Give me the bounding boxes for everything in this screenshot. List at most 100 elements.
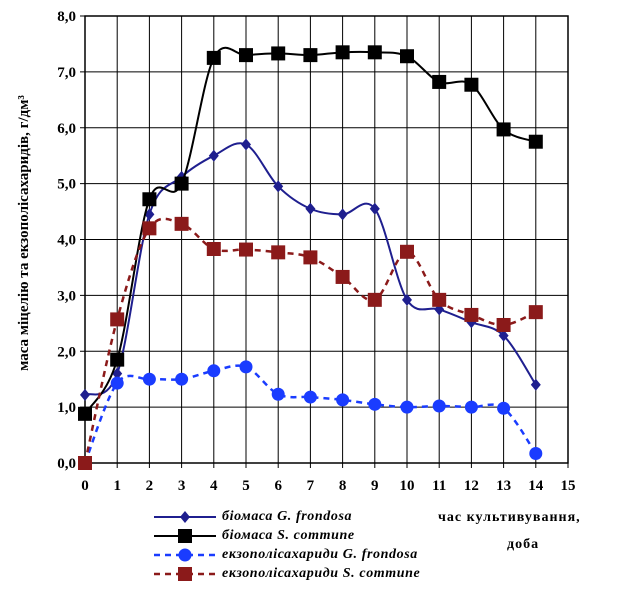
series-layer (78, 45, 543, 470)
data-point (303, 250, 318, 265)
axes (80, 15, 569, 468)
legend-swatch-biomass-s-commune (154, 529, 216, 543)
y-tick-label: 7,0 (57, 65, 76, 81)
data-point (142, 372, 156, 386)
data-point (497, 401, 511, 415)
legend-marker (178, 567, 192, 581)
data-point (110, 352, 125, 367)
x-tick-label: 4 (210, 478, 218, 494)
y-tick-label: 2,0 (57, 344, 76, 360)
ticks: 0,01,02,03,04,05,06,07,08,00 1 2 3 4 5 6 7 8 9 10 1… (57, 9, 575, 494)
data-point (368, 397, 382, 411)
data-point (464, 400, 478, 414)
data-point (402, 293, 412, 306)
legend-label: екзополісахариди S. commune (222, 566, 421, 581)
data-point (498, 329, 509, 342)
legend-label: екзополісахариди G. frondosa (222, 547, 418, 562)
data-point (432, 399, 446, 413)
y-tick-label: 5,0 (57, 177, 76, 193)
data-point (78, 456, 92, 470)
data-point (271, 245, 286, 260)
data-point (464, 307, 479, 322)
legend-label: біомаса G. frondosa (222, 509, 353, 524)
data-point (367, 292, 382, 307)
data-point (110, 376, 124, 390)
data-point (400, 400, 414, 414)
legend-swatch-biomass-g-frondosa (154, 511, 216, 523)
data-point (335, 269, 350, 284)
data-point (530, 378, 541, 391)
legend-item-eps-g-frondosa: екзополісахариди G. frondosa (150, 545, 417, 565)
x-axis-label-line1: час культивування, (438, 510, 581, 525)
legend-marker (178, 548, 192, 562)
data-point (206, 241, 221, 256)
x-tick-label: 5 (242, 478, 250, 494)
data-point (336, 393, 350, 407)
data-point (271, 46, 286, 61)
data-point (241, 138, 251, 151)
data-point (80, 388, 90, 401)
y-tick-label: 0,0 (57, 456, 76, 472)
series-1 (78, 45, 543, 421)
data-point (528, 134, 543, 149)
data-point (464, 77, 479, 92)
x-tick-label: 3 (178, 478, 186, 494)
x-tick-label: 8 (339, 478, 347, 494)
legend-swatch-eps-g-frondosa (154, 548, 216, 562)
data-point (142, 192, 157, 207)
data-point (337, 208, 348, 221)
x-tick-label: 10 (400, 478, 415, 494)
data-point (303, 48, 318, 63)
data-point (496, 122, 511, 137)
x-tick-label: 2 (146, 478, 154, 494)
data-point (496, 317, 511, 332)
data-point (273, 180, 284, 193)
y-tick-label: 4,0 (57, 233, 76, 249)
legend-item-biomass-g-frondosa: біомаса G. frondosa (150, 507, 352, 527)
data-point (335, 45, 350, 60)
y-tick-label: 8,0 (57, 9, 76, 25)
data-point (239, 242, 253, 257)
legend-marker (180, 511, 190, 523)
data-point (303, 390, 317, 404)
data-point (78, 406, 92, 421)
x-tick-label: 1 (113, 478, 121, 494)
data-point (206, 50, 221, 65)
x-tick-label: 7 (307, 478, 315, 494)
legend-marker (178, 529, 192, 543)
x-tick-label: 9 (371, 478, 379, 494)
y-tick-label: 6,0 (57, 121, 76, 137)
data-point (208, 149, 219, 162)
data-point (528, 305, 543, 320)
data-point (529, 447, 543, 461)
x-tick-label: 11 (432, 478, 446, 494)
data-point (110, 312, 125, 327)
data-point (174, 176, 189, 191)
data-point (239, 48, 253, 63)
x-axis-label-line2: доба (507, 537, 540, 552)
x-tick-label: 15 (561, 478, 576, 494)
legend-item-eps-s-commune: екзополісахариди S. commune (150, 564, 420, 584)
series-0 (80, 138, 541, 401)
data-point (432, 292, 447, 307)
data-point (239, 360, 253, 374)
data-point (400, 244, 414, 259)
data-point (400, 49, 414, 64)
x-tick-label: 6 (274, 478, 282, 494)
data-point (142, 221, 157, 236)
legend-item-biomass-s-commune: біомаса S. commune (150, 526, 354, 546)
x-tick-label: 13 (496, 478, 511, 494)
data-point (367, 45, 382, 60)
data-point (174, 216, 189, 231)
data-point (175, 372, 189, 386)
data-point (112, 367, 123, 380)
x-tick-label: 14 (528, 478, 544, 494)
y-tick-label: 1,0 (57, 400, 76, 416)
y-tick-label: 3,0 (57, 288, 76, 304)
legend-label: біомаса S. commune (222, 528, 355, 543)
x-tick-label: 12 (464, 478, 479, 494)
legend-swatch-eps-s-commune (154, 567, 216, 581)
x-tick-label: 0 (81, 478, 89, 494)
data-point (271, 387, 285, 401)
